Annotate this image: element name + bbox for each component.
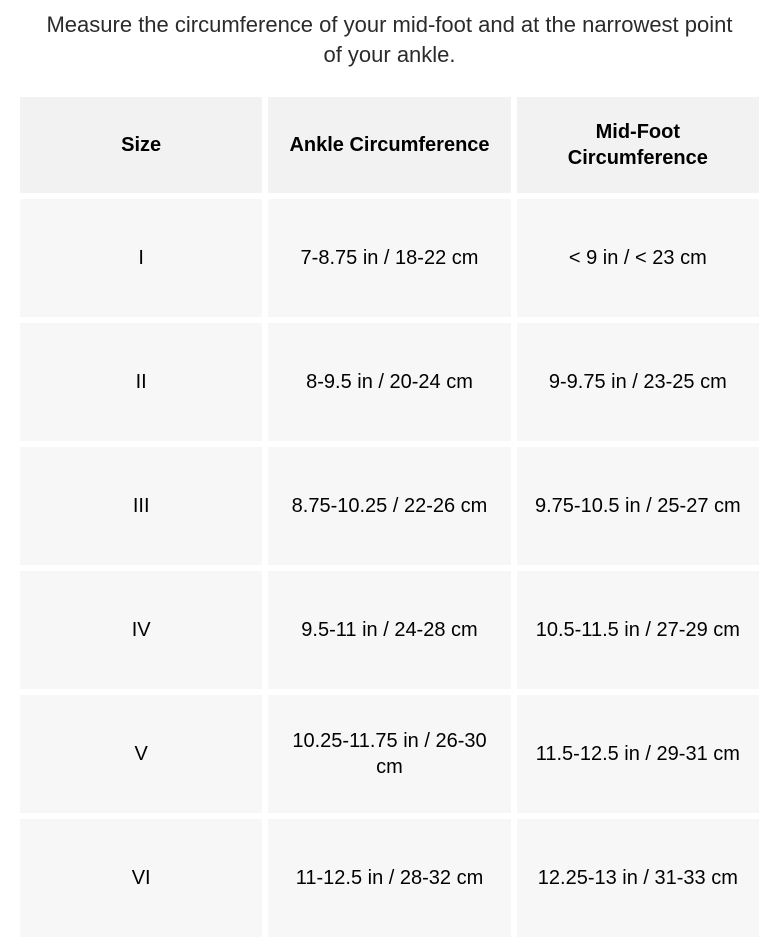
table-row: I 7-8.75 in / 18-22 cm < 9 in / < 23 cm bbox=[20, 199, 759, 317]
cell-ankle: 8-9.5 in / 20-24 cm bbox=[268, 323, 510, 441]
table-row: II 8-9.5 in / 20-24 cm 9-9.75 in / 23-25… bbox=[20, 323, 759, 441]
cell-ankle: 9.5-11 in / 24-28 cm bbox=[268, 571, 510, 689]
cell-midfoot: < 9 in / < 23 cm bbox=[517, 199, 759, 317]
table-row: VI 11-12.5 in / 28-32 cm 12.25-13 in / 3… bbox=[20, 819, 759, 937]
cell-size: V bbox=[20, 695, 262, 813]
cell-ankle: 10.25-11.75 in / 26-30 cm bbox=[268, 695, 510, 813]
cell-midfoot: 10.5-11.5 in / 27-29 cm bbox=[517, 571, 759, 689]
size-chart-table: Size Ankle Circumference Mid-Foot Circum… bbox=[14, 91, 765, 943]
cell-size: I bbox=[20, 199, 262, 317]
table-header-row: Size Ankle Circumference Mid-Foot Circum… bbox=[20, 97, 759, 193]
cell-size: IV bbox=[20, 571, 262, 689]
cell-size: III bbox=[20, 447, 262, 565]
cell-size: VI bbox=[20, 819, 262, 937]
cell-midfoot: 9.75-10.5 in / 25-27 cm bbox=[517, 447, 759, 565]
cell-ankle: 8.75-10.25 / 22-26 cm bbox=[268, 447, 510, 565]
table-row: V 10.25-11.75 in / 26-30 cm 11.5-12.5 in… bbox=[20, 695, 759, 813]
cell-size: II bbox=[20, 323, 262, 441]
col-header-size: Size bbox=[20, 97, 262, 193]
cell-ankle: 7-8.75 in / 18-22 cm bbox=[268, 199, 510, 317]
col-header-ankle: Ankle Circumference bbox=[268, 97, 510, 193]
col-header-midfoot: Mid-Foot Circumference bbox=[517, 97, 759, 193]
table-row: III 8.75-10.25 / 22-26 cm 9.75-10.5 in /… bbox=[20, 447, 759, 565]
measurement-instruction: Measure the circumference of your mid-fo… bbox=[14, 10, 765, 91]
cell-midfoot: 9-9.75 in / 23-25 cm bbox=[517, 323, 759, 441]
cell-ankle: 11-12.5 in / 28-32 cm bbox=[268, 819, 510, 937]
cell-midfoot: 11.5-12.5 in / 29-31 cm bbox=[517, 695, 759, 813]
cell-midfoot: 12.25-13 in / 31-33 cm bbox=[517, 819, 759, 937]
table-row: IV 9.5-11 in / 24-28 cm 10.5-11.5 in / 2… bbox=[20, 571, 759, 689]
